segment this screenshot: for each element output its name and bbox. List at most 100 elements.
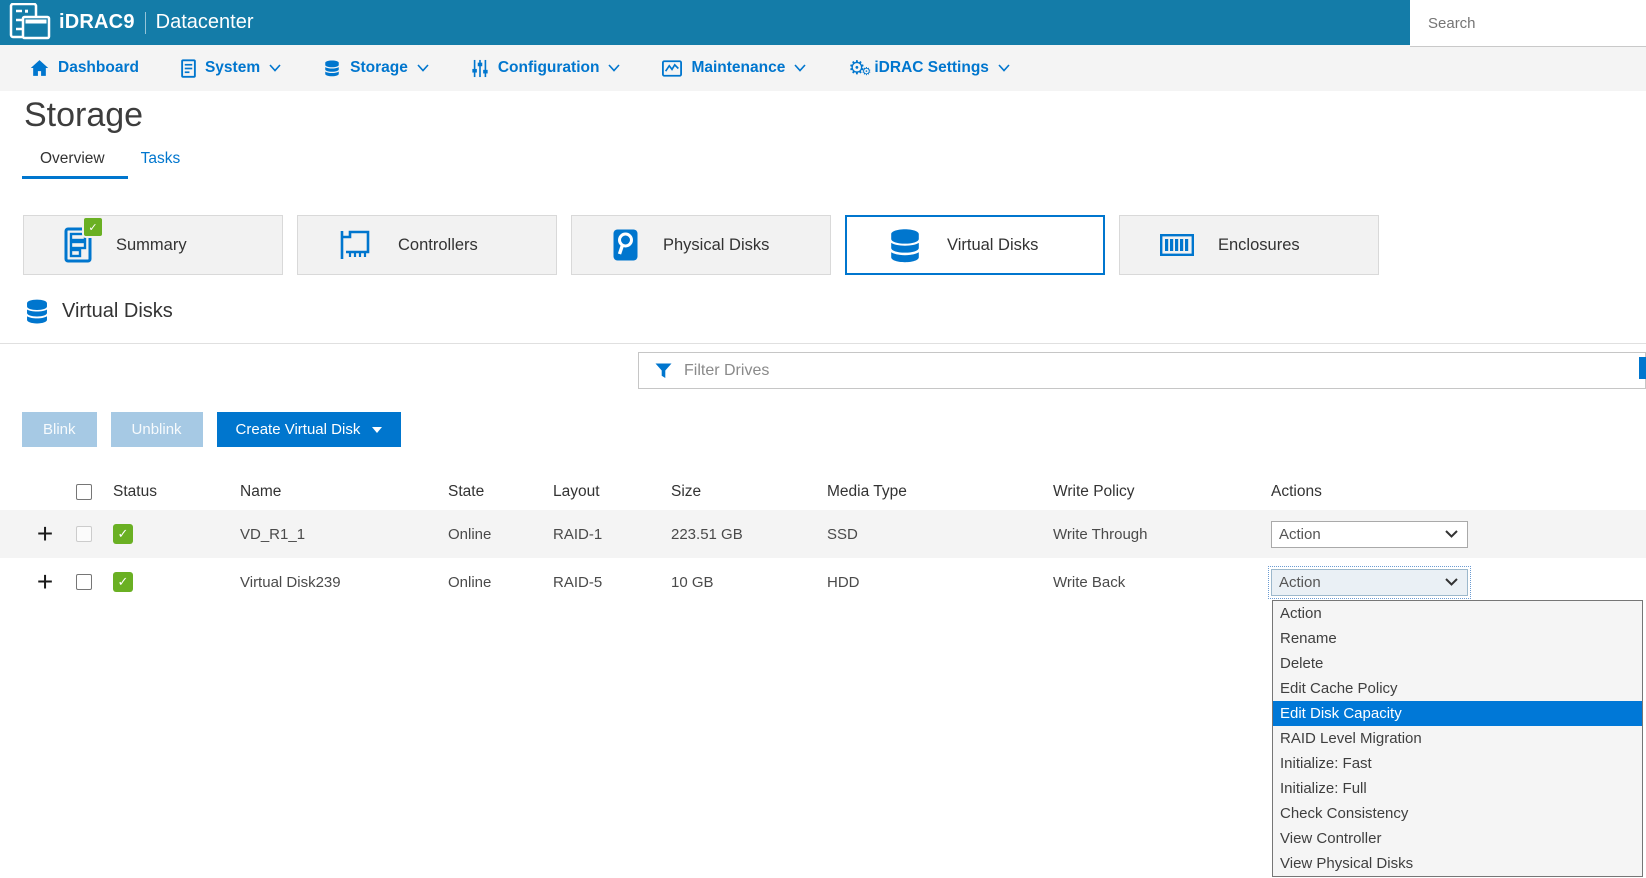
menu-item-delete[interactable]: Delete — [1280, 655, 1324, 672]
nav-label: Maintenance — [691, 59, 786, 76]
card-enclosures[interactable]: Enclosures — [1119, 215, 1379, 275]
col-write-policy: Write Policy — [1053, 483, 1135, 500]
chart-window-icon — [662, 59, 683, 77]
card-label: Virtual Disks — [947, 235, 1039, 254]
chevron-down-icon — [998, 64, 1010, 72]
virtual-disk-icon — [891, 229, 919, 263]
unblink-button[interactable]: Unblink — [110, 412, 203, 447]
create-virtual-disk-button[interactable]: Create Virtual Disk — [216, 412, 402, 447]
section-title: Virtual Disks — [62, 299, 173, 322]
gear-icon: ⚙ ⚙ — [848, 57, 872, 79]
vd-write-policy: Write Through — [1053, 525, 1148, 543]
tab-overview[interactable]: Overview — [40, 150, 105, 167]
filter-drives-input[interactable]: Filter Drives — [638, 352, 1646, 389]
col-state: State — [448, 483, 485, 500]
nav-configuration[interactable]: Configuration — [471, 59, 621, 78]
filter-placeholder: Filter Drives — [684, 361, 770, 379]
menu-item-action[interactable]: Action — [1280, 605, 1322, 622]
menu-item-view-controller[interactable]: View Controller — [1280, 830, 1382, 847]
clipped-filter-icon — [1639, 357, 1646, 379]
nav-label: Configuration — [497, 59, 600, 76]
storage-category-cards: ✓ Summary Controllers Physical Disks — [23, 215, 1379, 275]
status-ok-icon: ✓ — [113, 524, 133, 544]
nav-label: Dashboard — [58, 59, 139, 76]
card-summary[interactable]: ✓ Summary — [23, 215, 283, 275]
brand: iDRAC9 Datacenter — [59, 11, 254, 34]
top-bar: iDRAC9 Datacenter — [0, 0, 1646, 45]
chevron-down-icon — [417, 64, 429, 72]
blink-button[interactable]: Blink — [22, 412, 97, 447]
table-row-vd-r1-1: + ✓ VD_R1_1 Online RAID-1 223.51 GB SSD … — [0, 510, 1646, 558]
filter-funnel-icon — [655, 363, 672, 378]
nav-dashboard[interactable]: Dashboard — [30, 59, 139, 77]
card-virtual-disks[interactable]: Virtual Disks — [845, 215, 1105, 275]
expand-row-icon[interactable]: + — [36, 518, 54, 549]
card-label: Controllers — [398, 235, 478, 254]
chevron-down-icon — [794, 64, 806, 72]
tab-bar: Overview Tasks — [22, 150, 198, 179]
vd-name: VD_R1_1 — [240, 525, 306, 543]
col-size: Size — [671, 483, 702, 500]
nav-storage[interactable]: Storage — [323, 59, 429, 77]
vd-media-type: SSD — [827, 525, 858, 543]
card-physical-disks[interactable]: Physical Disks — [571, 215, 831, 275]
search-placeholder: Search — [1428, 14, 1476, 32]
expand-row-icon[interactable]: + — [36, 566, 54, 597]
col-name: Name — [240, 483, 282, 500]
storage-icon — [325, 60, 339, 77]
row-checkbox[interactable] — [76, 526, 92, 542]
vd-media-type: HDD — [827, 573, 860, 591]
action-select-value: Action — [1279, 573, 1321, 591]
server-summary-icon — [64, 227, 92, 263]
table-row-virtual-disk239: + ✓ Virtual Disk239 Online RAID-5 10 GB … — [0, 558, 1646, 606]
tab-tasks[interactable]: Tasks — [140, 150, 181, 167]
action-dropdown-menu: Action Rename Delete Edit Cache Policy E… — [1272, 600, 1643, 877]
section-header: Virtual Disks — [24, 298, 173, 324]
menu-item-check-consistency[interactable]: Check Consistency — [1280, 805, 1409, 822]
row-action-select-open[interactable]: Action — [1268, 565, 1471, 599]
brand-separator — [144, 11, 146, 34]
action-select-value: Action — [1279, 525, 1321, 543]
nav-system[interactable]: System — [181, 58, 281, 78]
menu-item-view-physical-disks[interactable]: View Physical Disks — [1280, 855, 1414, 872]
vd-write-policy: Write Back — [1053, 573, 1126, 591]
select-all-checkbox[interactable] — [76, 484, 92, 500]
select-chevron-icon — [1445, 578, 1458, 586]
vd-name: Virtual Disk239 — [240, 573, 341, 591]
vd-size: 10 GB — [671, 573, 714, 591]
page-title: Storage — [24, 96, 144, 134]
section-divider — [0, 343, 1646, 344]
card-label: Physical Disks — [663, 235, 770, 254]
menu-item-initialize-fast[interactable]: Initialize: Fast — [1280, 755, 1372, 772]
row-checkbox[interactable] — [76, 574, 92, 590]
brand-name: iDRAC9 — [59, 11, 135, 33]
vd-size: 223.51 GB — [671, 525, 743, 543]
menu-item-edit-cache-policy[interactable]: Edit Cache Policy — [1280, 680, 1398, 697]
menu-item-raid-level-migration[interactable]: RAID Level Migration — [1280, 730, 1422, 747]
menu-item-initialize-full[interactable]: Initialize: Full — [1280, 780, 1367, 797]
menu-item-edit-disk-capacity[interactable]: Edit Disk Capacity — [1273, 701, 1642, 726]
search-input[interactable]: Search — [1410, 0, 1646, 47]
enclosure-icon — [1160, 234, 1194, 256]
card-label: Summary — [116, 235, 187, 254]
chevron-down-icon — [608, 64, 621, 72]
menu-item-rename[interactable]: Rename — [1280, 630, 1337, 647]
select-chevron-icon — [1445, 530, 1458, 538]
vd-state: Online — [448, 525, 492, 543]
card-label: Enclosures — [1218, 235, 1300, 254]
idrac-logo-icon — [9, 3, 51, 40]
nav-label: System — [204, 59, 261, 76]
virtual-disk-icon — [27, 299, 47, 324]
main-nav: Dashboard System Storage — [0, 45, 1646, 91]
vd-state: Online — [448, 573, 492, 591]
server-icon — [181, 58, 196, 78]
vd-layout: RAID-5 — [553, 573, 603, 591]
sliders-icon — [472, 59, 488, 77]
caret-down-icon — [372, 426, 383, 433]
row-action-select[interactable]: Action — [1271, 520, 1468, 548]
active-tab-underline — [22, 176, 128, 179]
nav-maintenance[interactable]: Maintenance — [662, 59, 806, 77]
card-controllers[interactable]: Controllers — [297, 215, 557, 275]
nav-idrac-settings[interactable]: ⚙ ⚙ iDRAC Settings — [848, 57, 1010, 79]
col-layout: Layout — [553, 483, 600, 500]
